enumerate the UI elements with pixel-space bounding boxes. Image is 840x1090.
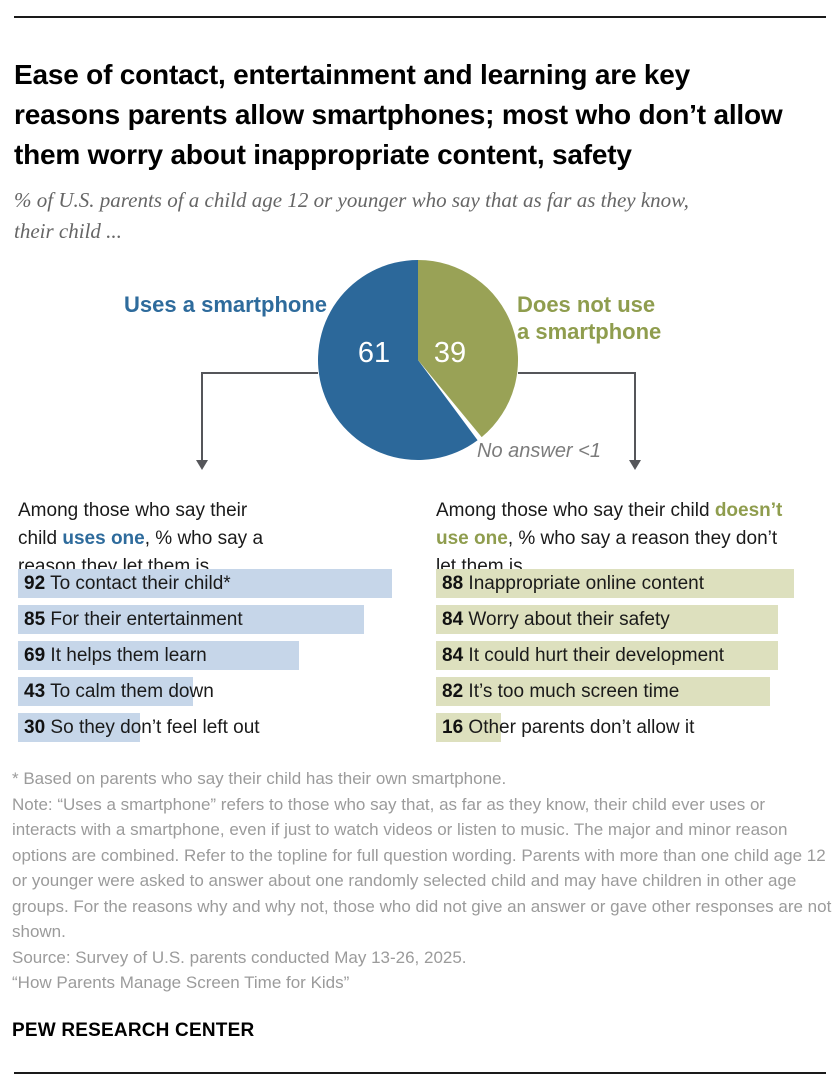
bar-row: 43 To calm them down — [18, 677, 420, 706]
pie-value-uses: 61 — [357, 337, 391, 369]
bar-label: So they don’t feel left out — [50, 717, 260, 738]
left-connector-line — [201, 372, 318, 461]
left-intro-highlight: uses one — [62, 528, 145, 549]
footnote-note: Note: “Uses a smartphone” refers to thos… — [12, 794, 832, 942]
does-not-use-label: Does not use a smartphone — [517, 291, 661, 345]
bar-label: Other parents don’t allow it — [468, 717, 695, 738]
footnote-source: Source: Survey of U.S. parents conducted… — [12, 947, 467, 967]
bar-value: 92 — [24, 573, 46, 594]
bar-fill — [436, 677, 770, 706]
bar-fill — [18, 677, 193, 706]
right-connector-arrowhead — [629, 460, 641, 470]
footnotes: * Based on parents who say their child h… — [12, 766, 832, 996]
bar-fill — [436, 641, 778, 670]
reasons-not-allowed-bar-list: 88 Inappropriate online content 84 Worry… — [436, 569, 830, 749]
bar-fill — [18, 605, 364, 634]
footnote-report-title: “How Parents Manage Screen Time for Kids… — [12, 973, 350, 992]
right-intro-highlight: doesn’t use one — [436, 500, 783, 549]
left-connector-arrowhead — [196, 460, 208, 470]
top-rule — [14, 16, 826, 18]
bar-fill — [436, 605, 778, 634]
bar-label: Inappropriate online content — [468, 573, 704, 594]
bar-label: To contact their child* — [50, 573, 231, 594]
chart-subtitle: % of U.S. parents of a child age 12 or y… — [14, 188, 689, 243]
footnote-asterisk: * Based on parents who say their child h… — [12, 769, 507, 788]
pie-slice-does-not-use — [418, 260, 519, 438]
page-title: Ease of contact, entertainment and learn… — [14, 58, 783, 170]
does-not-use-label-line2: a smartphone — [517, 319, 662, 344]
bar-label: It’s too much screen time — [468, 681, 680, 702]
bottom-rule — [14, 1072, 826, 1074]
bar-value: 84 — [442, 645, 464, 666]
bar-fill — [18, 569, 392, 598]
bar-row: 16 Other parents don’t allow it — [436, 713, 830, 742]
bar-row: 84 Worry about their safety — [436, 605, 830, 634]
pie-chart — [196, 260, 641, 470]
bar-value: 69 — [24, 645, 46, 666]
does-not-use-label-line1: Does not use — [517, 292, 656, 317]
bar-label: It helps them learn — [50, 645, 207, 666]
bar-row: 30 So they don’t feel left out — [18, 713, 420, 742]
bar-value: 82 — [442, 681, 464, 702]
bar-fill — [436, 569, 794, 598]
bar-label: Worry about their safety — [468, 609, 670, 630]
bar-row: 92 To contact their child* — [18, 569, 420, 598]
bar-value: 84 — [442, 609, 464, 630]
right-intro-pre: Among those who say their child — [436, 500, 715, 521]
bar-row: 88 Inappropriate online content — [436, 569, 830, 598]
bar-row: 69 It helps them learn — [18, 641, 420, 670]
bar-row: 84 It could hurt their development — [436, 641, 830, 670]
bar-fill — [18, 641, 299, 670]
bar-value: 30 — [24, 717, 46, 738]
bar-label: To calm them down — [50, 681, 214, 702]
no-answer-label: No answer <1 — [477, 440, 601, 462]
bar-value: 43 — [24, 681, 46, 702]
bar-row: 82 It’s too much screen time — [436, 677, 830, 706]
uses-smartphone-label: Uses a smartphone — [124, 292, 327, 317]
left-intro-pre: Among those who say their child — [18, 500, 248, 549]
pie-slice-uses — [318, 260, 478, 460]
bar-label: It could hurt their development — [468, 645, 725, 666]
bar-value: 88 — [442, 573, 464, 594]
pew-research-center-brand: PEW RESEARCH CENTER — [12, 1020, 255, 1041]
pie-value-does-not-use: 39 — [433, 337, 467, 369]
bar-label: For their entertainment — [50, 609, 243, 630]
right-connector-line — [518, 372, 636, 461]
bar-value: 16 — [442, 717, 464, 738]
bar-fill — [18, 713, 140, 742]
bar-row: 85 For their entertainment — [18, 605, 420, 634]
reasons-allowed-bar-list: 92 To contact their child* 85 For their … — [18, 569, 420, 749]
bar-fill — [436, 713, 501, 742]
bar-value: 85 — [24, 609, 46, 630]
